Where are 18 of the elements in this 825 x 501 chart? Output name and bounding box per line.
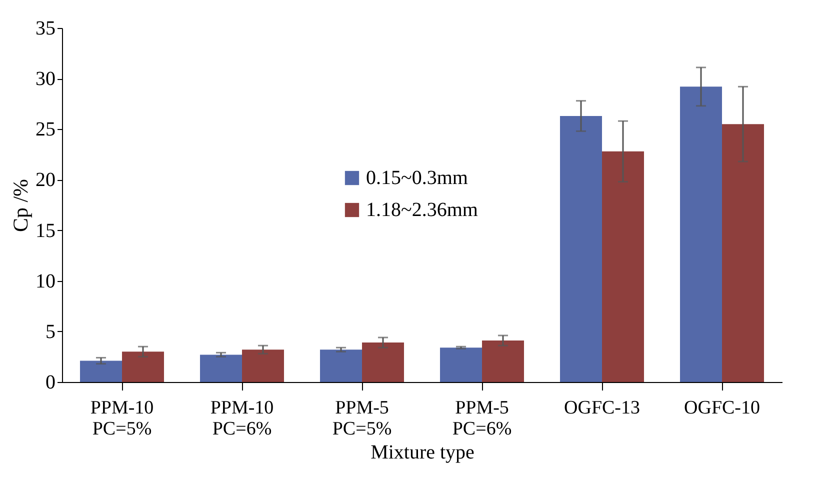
y-tick-label: 0 (46, 372, 56, 394)
y-tick-label: 30 (36, 68, 56, 90)
y-tick-label: 10 (36, 270, 56, 292)
x-tick-label: PPM-5 PC=6% (452, 398, 512, 440)
x-tick-label: PPM-10 PC=5% (90, 398, 154, 440)
y-tick-label: 20 (36, 169, 56, 192)
y-tick-label: 35 (36, 18, 56, 40)
y-tick-label: 15 (36, 220, 56, 242)
legend-label: 1.18~2.36mm (366, 199, 478, 221)
x-tick-label: OGFC-13 (564, 398, 640, 418)
x-tick-label: OGFC-10 (684, 398, 760, 418)
legend-label: 0.15~0.3mm (366, 167, 468, 189)
x-tick-label: PPM-5 PC=5% (332, 398, 392, 440)
x-tick-label: PPM-10 PC=6% (210, 398, 274, 440)
y-axis-title: Cp /% (8, 178, 32, 232)
y-tick-label: 25 (36, 118, 56, 141)
x-axis-title: Mixture type (370, 442, 475, 464)
y-tick-label: 5 (46, 320, 56, 343)
